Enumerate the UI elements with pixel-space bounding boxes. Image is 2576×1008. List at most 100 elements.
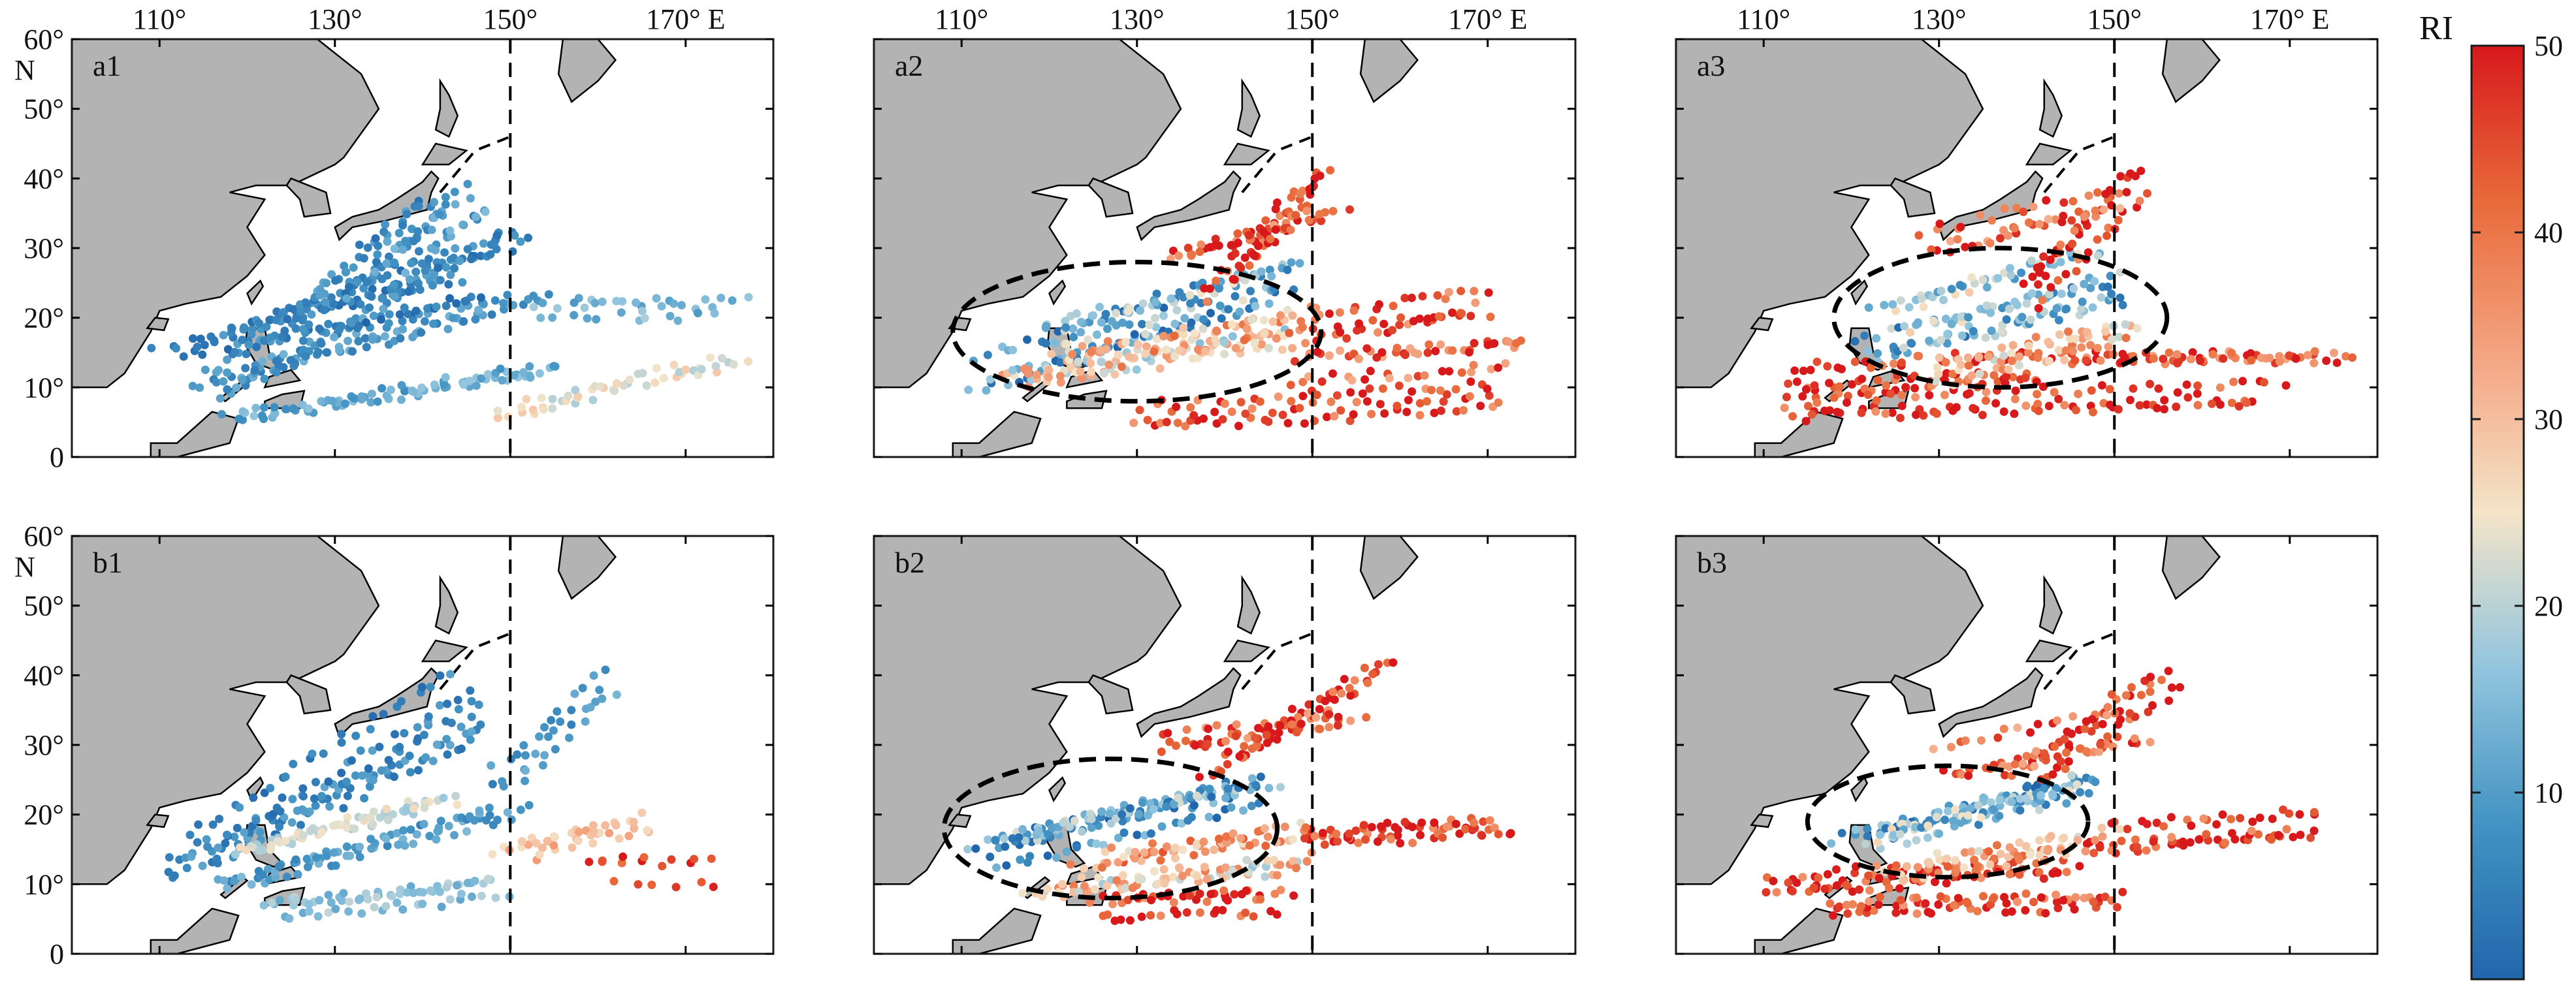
track-point xyxy=(1847,380,1856,389)
track-point xyxy=(327,270,336,279)
track-point xyxy=(1221,863,1230,872)
track-point xyxy=(2046,283,2055,292)
track-point xyxy=(258,356,267,366)
track-point xyxy=(275,822,284,831)
track-point xyxy=(2032,858,2041,868)
land-sakhalin xyxy=(2038,78,2063,138)
track-point xyxy=(1769,877,1778,885)
track-point xyxy=(451,791,460,800)
track-point xyxy=(1315,704,1324,714)
land-japan-hokkaido xyxy=(2025,639,2072,663)
track-point xyxy=(1186,299,1195,308)
track-point xyxy=(412,830,421,839)
track-point xyxy=(467,892,476,901)
track-point xyxy=(2247,356,2256,365)
track-point xyxy=(2006,271,2016,279)
track-point xyxy=(1034,827,1043,835)
track-point xyxy=(1835,902,1844,911)
track-point xyxy=(1212,326,1221,336)
track-point xyxy=(450,830,459,840)
track-point xyxy=(2059,212,2068,221)
track-point xyxy=(1195,247,1204,257)
track-point xyxy=(2000,204,2009,213)
track-point xyxy=(2144,708,2153,716)
track-point xyxy=(1842,900,1851,909)
track-point xyxy=(1123,896,1133,905)
track-point xyxy=(2064,327,2073,336)
track-point xyxy=(366,725,375,734)
track-point xyxy=(681,365,690,374)
track-point xyxy=(1851,862,1860,871)
track-point xyxy=(521,751,530,760)
track-point xyxy=(1956,281,1965,290)
track-point xyxy=(270,403,279,412)
track-point xyxy=(1863,825,1872,834)
track-point xyxy=(356,300,365,309)
track-point xyxy=(1217,314,1226,323)
track-point xyxy=(1167,294,1176,303)
track-point xyxy=(1223,760,1232,769)
track-point xyxy=(328,396,337,405)
track-point xyxy=(1999,725,2008,733)
track-point xyxy=(1490,339,1499,348)
track-point xyxy=(1257,339,1266,349)
track-point xyxy=(2118,300,2127,309)
track-point xyxy=(1283,265,1292,274)
track-point xyxy=(1245,261,1254,270)
track-point xyxy=(1366,366,1375,375)
track-point xyxy=(287,840,297,849)
track-point xyxy=(2069,284,2078,293)
track-point xyxy=(992,863,1001,872)
track-point xyxy=(1289,891,1298,900)
track-point xyxy=(278,793,287,802)
track-point xyxy=(2044,215,2053,224)
track-point xyxy=(471,315,480,324)
track-point xyxy=(280,326,289,336)
track-point xyxy=(1204,813,1214,821)
track-point xyxy=(2021,842,2031,851)
x-tick-label: 170° E xyxy=(1448,3,1527,35)
track-point xyxy=(1975,369,1984,378)
y-tick-label: 30° xyxy=(24,729,64,761)
track-point xyxy=(1912,836,1921,845)
track-point xyxy=(570,298,579,307)
track-point xyxy=(1121,338,1130,347)
track-point xyxy=(445,226,455,235)
track-point xyxy=(434,263,443,272)
track-point xyxy=(2010,224,2019,232)
track-point xyxy=(1921,899,1930,908)
track-point xyxy=(2089,849,2099,858)
track-point xyxy=(251,816,261,825)
track-point xyxy=(1237,890,1246,899)
track-point xyxy=(2059,896,2068,905)
track-point xyxy=(198,350,207,359)
track-point xyxy=(2046,255,2055,264)
track-point xyxy=(1283,306,1292,315)
track-point xyxy=(343,813,352,822)
track-point xyxy=(1863,347,1873,356)
track-point xyxy=(2265,353,2274,362)
track-point xyxy=(458,278,467,287)
track-point xyxy=(1130,330,1139,339)
track-point xyxy=(524,840,533,849)
track-point xyxy=(232,383,241,392)
track-point xyxy=(400,841,410,850)
track-point xyxy=(588,396,598,405)
track-point xyxy=(573,836,583,845)
track-point xyxy=(247,880,256,889)
track-point xyxy=(535,732,544,741)
track-point xyxy=(1873,838,1882,847)
land-borneo xyxy=(952,907,1042,954)
track-point xyxy=(1072,843,1081,852)
track-point xyxy=(1812,398,1822,407)
track-point xyxy=(1876,830,1884,840)
track-point xyxy=(2220,839,2229,848)
track-point xyxy=(744,357,753,366)
track-point xyxy=(372,257,381,266)
track-point xyxy=(1326,166,1335,175)
track-point xyxy=(2000,892,2008,902)
track-point xyxy=(1123,307,1133,316)
track-point xyxy=(1112,876,1121,885)
track-point xyxy=(1947,319,1956,328)
